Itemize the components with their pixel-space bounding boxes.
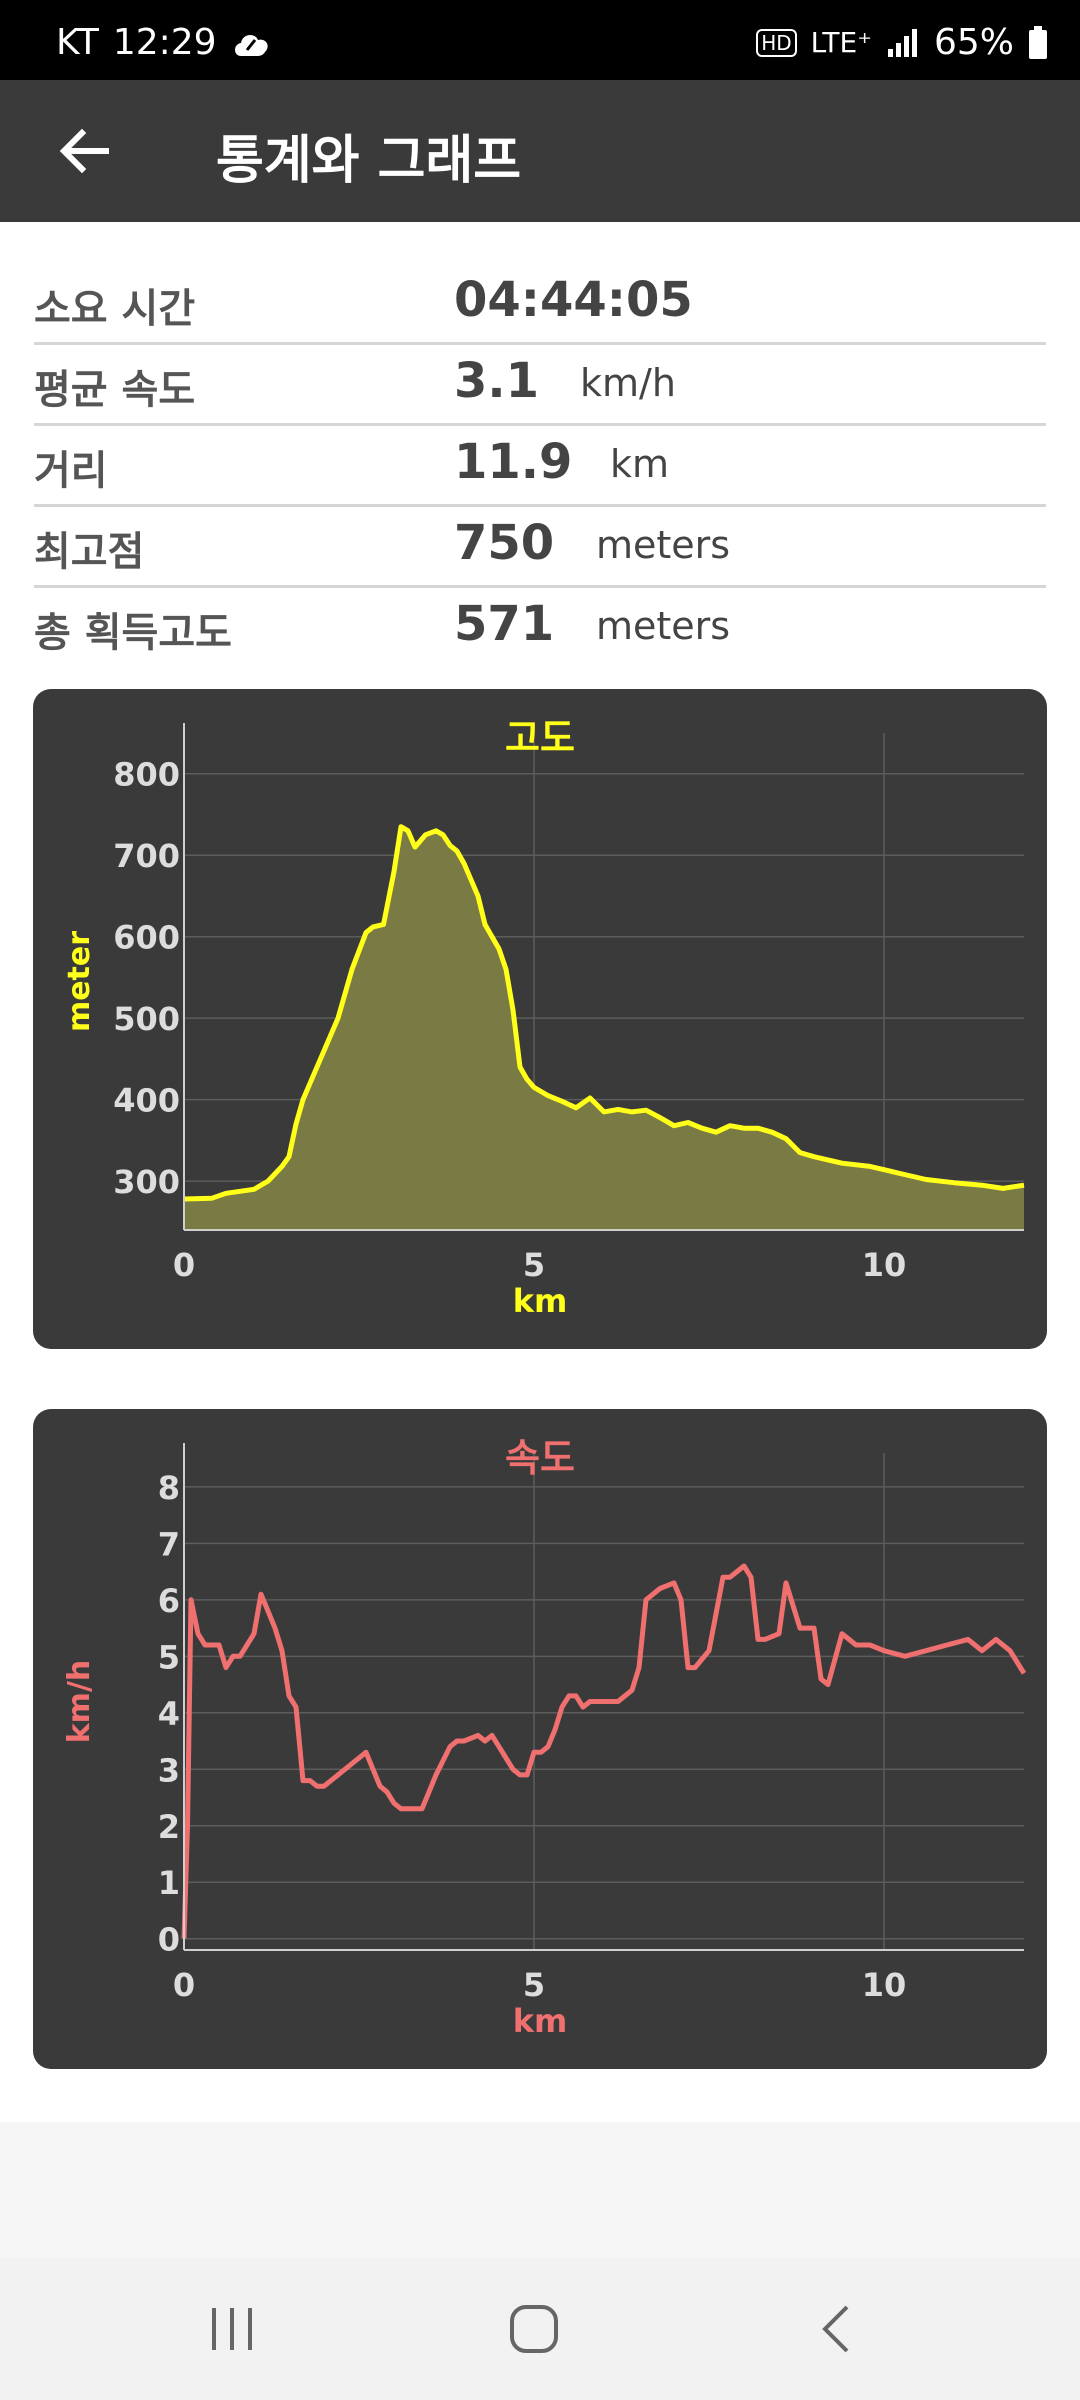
stat-unit: meters [596,523,731,567]
y-tick-label: 700 [113,837,180,875]
y-tick-label: 800 [113,756,180,794]
speed-chart-card: 0 1 2 3 4 5 6 7 8 0 5 10 속도 km km/h [33,1409,1047,2069]
x-axis-label: km [513,2002,568,2040]
stat-unit: km/h [580,361,676,405]
stat-row-avg-speed: 평균 속도 3.1 km/h [34,343,1046,426]
series-line [181,1563,1027,1939]
app-bar: 통계와 그래프 [0,80,1080,222]
carrier-label: KT [56,22,99,63]
battery-percent: 65% [933,22,1014,63]
x-tick-label: 5 [523,1246,545,1284]
y-tick-label: 400 [113,1082,180,1120]
status-bar: KT 12:29 HD LTE⁺ 65% [0,0,1080,80]
y-tick-label: 600 [113,919,180,957]
x-tick-label: 0 [173,1966,195,2004]
x-tick-label: 10 [862,1966,907,2004]
y-tick-label: 3 [158,1751,180,1789]
series-line [183,824,1025,1202]
chart-title: 속도 [505,1436,575,1480]
altitude-area-fill [184,826,1024,1230]
stat-row-max-altitude: 최고점 750 meters [34,505,1046,588]
battery-icon [1029,25,1047,59]
stat-row-total-ascent: 총 획득고도 571 meters [34,586,1046,666]
signal-icon [887,28,917,57]
stat-unit: km [610,442,670,486]
system-nav-bar [0,2258,1080,2400]
y-tick-label: 6 [158,1582,180,1620]
clock: 12:29 [112,22,217,63]
recent-apps-icon [212,2308,252,2350]
altitude-chart: 300 400 500 600 700 800 0 5 10 고도 km meter [62,716,1025,1320]
stat-label: 총 획득고도 [34,610,232,656]
home-icon [510,2305,558,2353]
home-button[interactable] [474,2286,594,2372]
stat-label: 평균 속도 [34,367,196,413]
stat-value: 571 [454,596,555,652]
hd-badge: HD [756,28,797,57]
chart-title: 고도 [505,716,575,760]
stat-value: 04:44:05 [454,272,693,328]
y-axis-label: meter [62,931,97,1032]
y-tick-label: 2 [158,1808,180,1846]
recent-apps-button[interactable] [172,2286,292,2372]
altitude-chart-card: 300 400 500 600 700 800 0 5 10 고도 km meter [33,689,1047,1349]
stat-value: 11.9 [454,434,573,490]
network-type: LTE⁺ [810,26,872,59]
y-tick-label: 0 [158,1921,180,1959]
stat-label: 거리 [34,448,108,494]
speed-chart: 0 1 2 3 4 5 6 7 8 0 5 10 속도 km km/h [62,1436,1027,2040]
arrow-left-icon [59,128,109,174]
back-button[interactable] [44,111,124,191]
y-tick-label: 5 [158,1638,180,1676]
stat-row-distance: 거리 11.9 km [34,424,1046,507]
y-tick-label: 4 [158,1695,180,1733]
y-axis-label: km/h [62,1660,97,1744]
nav-back-button[interactable] [778,2286,898,2372]
stat-label: 소요 시간 [34,286,196,332]
x-tick-label: 0 [173,1246,195,1284]
y-tick-label: 8 [158,1469,180,1507]
x-tick-label: 10 [862,1246,907,1284]
page-title: 통계와 그래프 [216,131,522,191]
y-tick-label: 7 [158,1525,180,1563]
stat-label: 최고점 [34,529,145,575]
stats-content: 소요 시간 04:44:05 평균 속도 3.1 km/h 거리 11.9 km… [0,222,1080,2122]
y-tick-label: 300 [113,1163,180,1201]
y-tick-label: 500 [113,1000,180,1038]
x-axis-label: km [513,1282,568,1320]
stat-unit: meters [596,604,731,648]
y-tick-label: 1 [158,1864,180,1902]
stat-value: 750 [454,515,555,571]
stat-value: 3.1 [454,353,540,409]
back-chevron-icon [822,2305,849,2353]
x-tick-label: 5 [523,1966,545,2004]
cloud-sync-icon [234,34,268,56]
stat-row-duration: 소요 시간 04:44:05 [34,262,1046,345]
